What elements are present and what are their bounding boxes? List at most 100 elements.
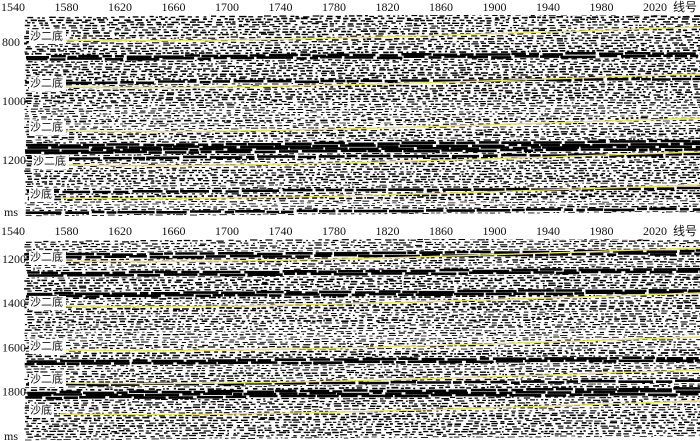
trace-row (26, 281, 700, 288)
trace-row (25, 400, 700, 407)
trace-row (24, 168, 700, 175)
horizon (59, 26, 700, 42)
trace-row (28, 57, 698, 64)
trace-row (25, 65, 700, 71)
trace-row (24, 361, 700, 368)
trace-row (24, 109, 698, 116)
trace-row (27, 192, 700, 199)
trace-row (26, 137, 700, 144)
x-tick-label: 1820 (376, 224, 400, 238)
trace-row (25, 392, 699, 400)
horizon (59, 292, 700, 308)
trace-row (27, 351, 700, 358)
trace-row (26, 421, 700, 428)
trace-row (25, 176, 700, 183)
x-tick-label: 1780 (322, 224, 346, 238)
horizon (59, 247, 700, 263)
trace-row (25, 411, 700, 418)
trace-row (24, 104, 700, 110)
horizon-label-bg (29, 296, 66, 310)
trace-row (24, 239, 699, 246)
trace-row (27, 389, 700, 397)
trace-row (26, 265, 700, 272)
horizon-label-bg (29, 30, 66, 44)
trace-row (27, 142, 700, 150)
trace-row (25, 297, 699, 303)
horizon-label: 沙底 (30, 403, 52, 417)
left-strip (0, 16, 24, 216)
trace-row (26, 413, 700, 420)
trace-row (27, 312, 700, 319)
trace-row (27, 132, 699, 139)
trace-row (26, 356, 699, 363)
horizon-label-bg (29, 373, 66, 387)
trace-row (25, 382, 700, 389)
left-strip (0, 240, 24, 441)
trace-row (25, 348, 700, 355)
trace-row (27, 395, 700, 402)
x-tick-label: 1540 (1, 224, 25, 238)
x-tick-label: 1740 (269, 224, 293, 238)
horizon-label: 沙二底 (30, 29, 63, 43)
trace-row (26, 52, 700, 59)
trace-row (24, 39, 700, 45)
trace-row (26, 247, 698, 253)
horizon (59, 184, 700, 200)
trace-row (24, 359, 700, 366)
trace-row (25, 93, 700, 100)
trace-row (26, 364, 700, 371)
trace-row (27, 307, 700, 314)
trace-row (25, 207, 700, 214)
y-unit: ms (4, 205, 18, 219)
trace-row (25, 150, 700, 157)
trace-row (24, 283, 700, 290)
trace-row (27, 116, 700, 124)
trace-row (25, 205, 697, 212)
trace-row (26, 338, 700, 344)
trace-row (25, 210, 700, 217)
trace-row (27, 171, 700, 178)
trace-row (24, 47, 700, 53)
trace-row (26, 367, 700, 373)
x-tick-label: 2020 (643, 0, 667, 14)
trace-row (27, 278, 699, 285)
x-tick-label: 1620 (108, 0, 132, 14)
x-tick-label: 1940 (536, 224, 560, 238)
horizon-label-bg (29, 251, 66, 265)
y-tick-label: 1400 (2, 296, 26, 310)
x-tick-label: 1780 (322, 0, 346, 14)
x-tick-label: 1540 (1, 0, 25, 14)
horizon (59, 117, 700, 133)
trace-row (26, 419, 699, 425)
trace-row (25, 333, 699, 339)
trace-row (24, 385, 700, 392)
trace-row (27, 315, 700, 321)
trace-row (25, 43, 700, 51)
trace-row (25, 397, 700, 404)
trace-row (27, 200, 700, 206)
x-tick-label: 1580 (55, 0, 79, 14)
trace-row (27, 18, 700, 25)
y-tick-label: 1600 (2, 340, 26, 354)
x-tick-label: 1660 (162, 224, 186, 238)
x-unit: 线号 (673, 0, 697, 14)
trace-row (25, 426, 700, 433)
trace-row (25, 139, 700, 147)
trace-row (24, 122, 700, 128)
trace-row (27, 387, 700, 395)
x-unit: 线号 (673, 224, 697, 238)
trace-row (27, 270, 700, 277)
trace-row (27, 286, 700, 292)
horizon-label: 沙二底 (30, 339, 63, 353)
trace-row (26, 85, 698, 92)
trace-row (26, 72, 700, 79)
horizon-label-bg (29, 404, 54, 418)
trace-row (25, 416, 700, 423)
trace-row (26, 263, 696, 269)
horizon (59, 336, 700, 352)
trace-row (24, 275, 700, 282)
trace-row (24, 325, 700, 332)
horizon-lines (59, 26, 700, 416)
trace-row (25, 59, 700, 66)
